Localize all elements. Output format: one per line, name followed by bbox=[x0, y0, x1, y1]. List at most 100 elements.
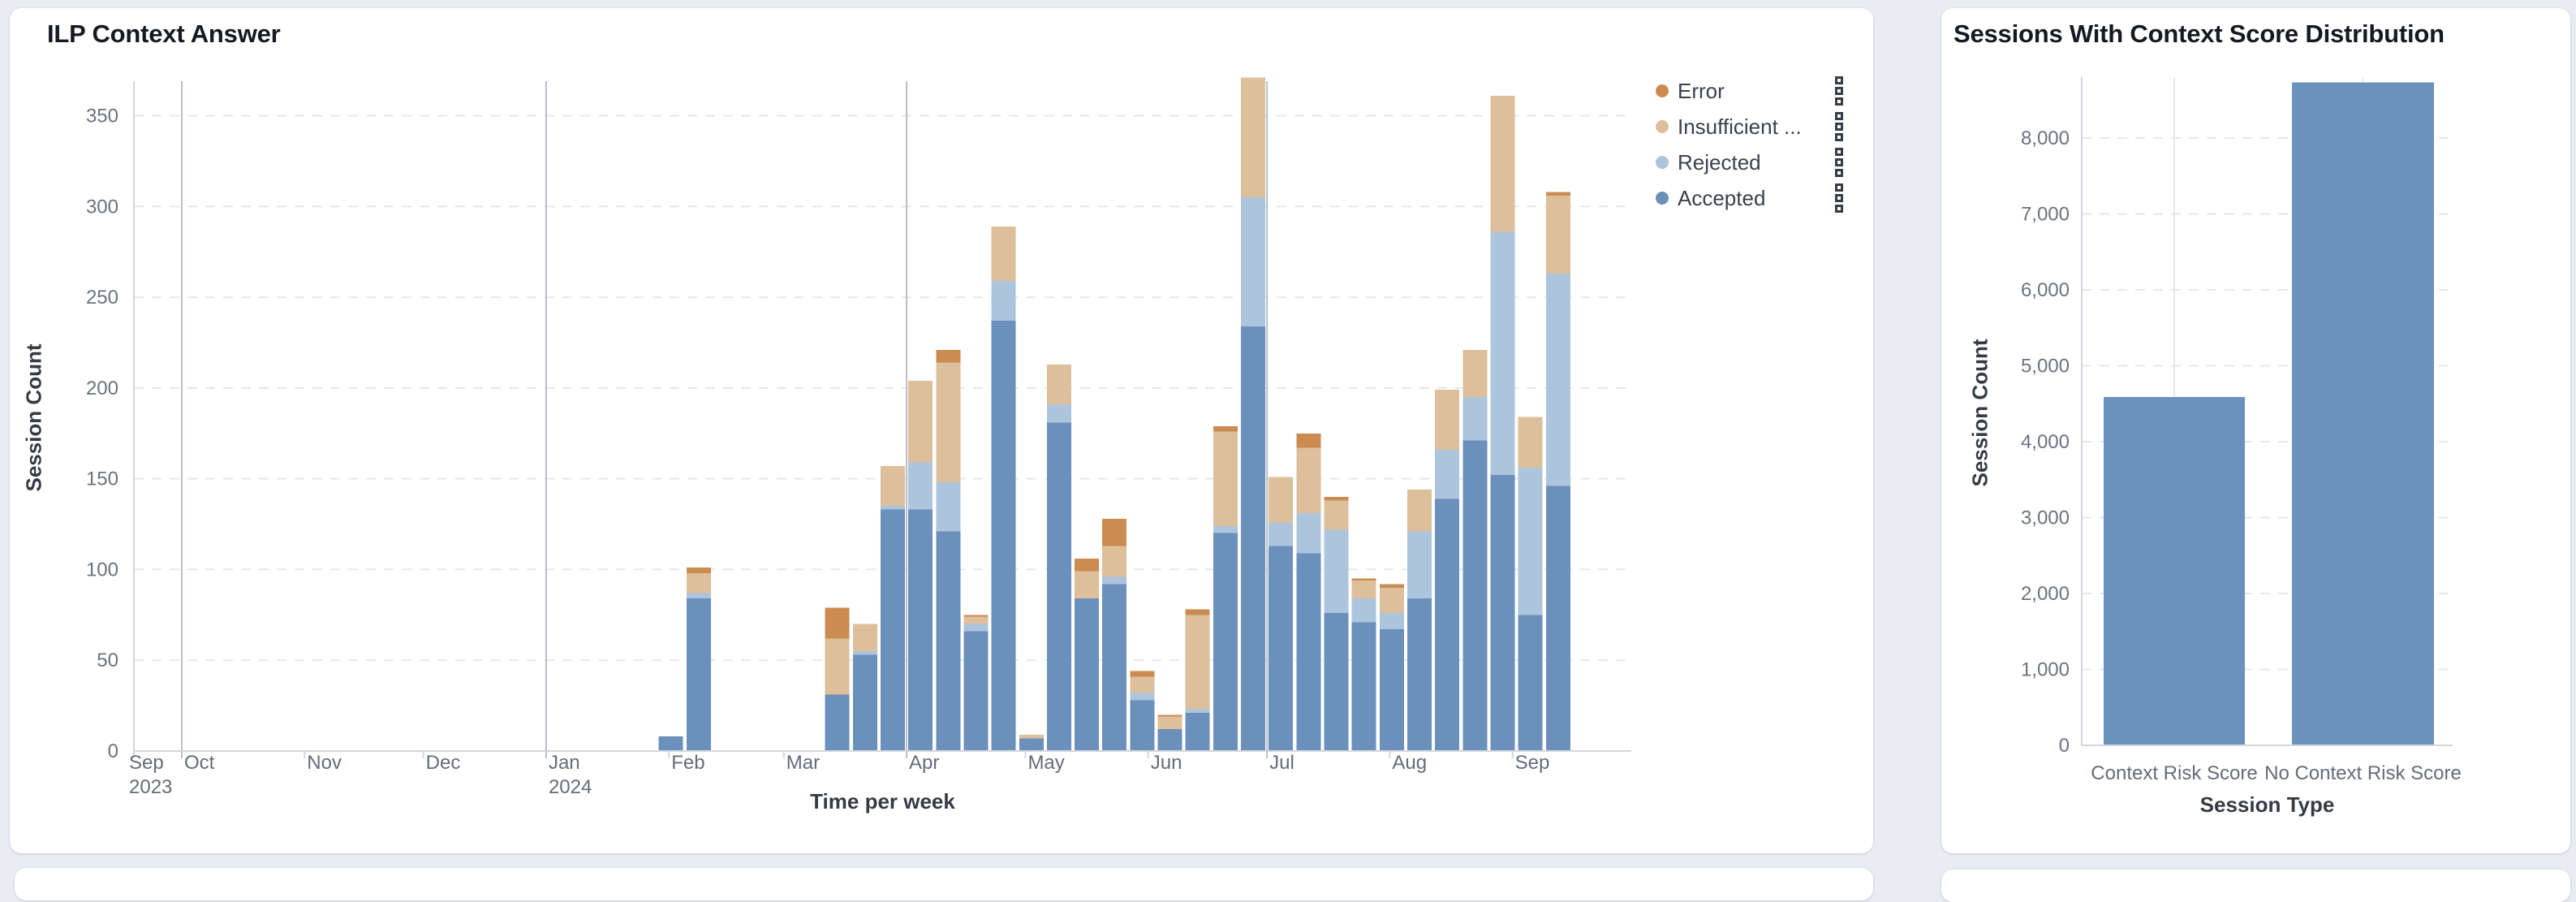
ilp-bar-segment-error[interactable] bbox=[1296, 433, 1321, 448]
ilp-bar-segment-accepted[interactable] bbox=[1185, 713, 1210, 751]
ilp-bar-segment-accepted[interactable] bbox=[1296, 553, 1321, 751]
ilp-bar-segment-accepted[interactable] bbox=[936, 531, 961, 752]
ilp-bar-segment-rejected[interactable] bbox=[1462, 397, 1488, 441]
ilp-bar-segment-insufficient[interactable] bbox=[1518, 416, 1543, 468]
ilp-bar-segment-accepted[interactable] bbox=[686, 598, 711, 751]
drag-handle-icon[interactable] bbox=[1833, 145, 1845, 180]
ilp-bar-segment-accepted[interactable] bbox=[963, 631, 989, 751]
ilp-bar-segment-rejected[interactable] bbox=[1545, 274, 1570, 486]
ilp-bar-segment-accepted[interactable] bbox=[1269, 546, 1294, 751]
ilp-bar-segment-error[interactable] bbox=[1324, 497, 1349, 501]
ilp-bar-segment-accepted[interactable] bbox=[1462, 440, 1488, 751]
ilp-bar-segment-rejected[interactable] bbox=[1518, 468, 1543, 615]
ilp-bar-segment-rejected[interactable] bbox=[936, 482, 961, 532]
ilp-bar-segment-rejected[interactable] bbox=[1379, 613, 1404, 630]
ilp-bar-segment-rejected[interactable] bbox=[881, 506, 905, 510]
ilp-bar-segment-accepted[interactable] bbox=[1490, 475, 1515, 751]
ilp-bar-segment-error[interactable] bbox=[1075, 559, 1100, 572]
ilp-bar-segment-insufficient[interactable] bbox=[936, 362, 961, 483]
ilp-bar-segment-accepted[interactable] bbox=[1407, 598, 1432, 751]
ilp-bar-segment-rejected[interactable] bbox=[908, 462, 933, 510]
ilp-bar-segment-insufficient[interactable] bbox=[1490, 95, 1515, 232]
dist-bar-context-risk-score[interactable] bbox=[2104, 396, 2245, 745]
ilp-bar-segment-error[interactable] bbox=[1545, 192, 1570, 196]
ilp-bar-segment-accepted[interactable] bbox=[1075, 598, 1100, 751]
ilp-bar-segment-insufficient[interactable] bbox=[908, 380, 933, 463]
ilp-bar-segment-rejected[interactable] bbox=[1102, 576, 1127, 585]
ilp-bar-segment-error[interactable] bbox=[936, 349, 961, 363]
legend-item-error[interactable]: Error bbox=[1656, 73, 1845, 109]
legend-item-rejected[interactable]: Rejected bbox=[1656, 145, 1845, 180]
ilp-bar-segment-rejected[interactable] bbox=[852, 651, 877, 655]
ilp-bar-segment-error[interactable] bbox=[1130, 671, 1155, 677]
ilp-bar-segment-insufficient[interactable] bbox=[991, 226, 1016, 281]
legend-item-insufficient[interactable]: Insufficient ... bbox=[1656, 109, 1845, 145]
ilp-bar-segment-insufficient[interactable] bbox=[1462, 349, 1488, 397]
ilp-bar-segment-insufficient[interactable] bbox=[1324, 500, 1349, 530]
ilp-bar-segment-insufficient[interactable] bbox=[1351, 580, 1376, 599]
ilp-bar-segment-error[interactable] bbox=[963, 615, 989, 617]
ilp-bar-segment-accepted[interactable] bbox=[1545, 486, 1570, 751]
ilp-bar-segment-insufficient[interactable] bbox=[1435, 390, 1460, 450]
ilp-bar-segment-accepted[interactable] bbox=[881, 509, 905, 751]
ilp-bar-segment-insufficient[interactable] bbox=[963, 616, 989, 624]
ilp-bar-segment-rejected[interactable] bbox=[1185, 709, 1210, 714]
ilp-bar-segment-rejected[interactable] bbox=[1351, 598, 1376, 623]
ilp-bar-segment-rejected[interactable] bbox=[1046, 404, 1071, 423]
ilp-bar-segment-rejected[interactable] bbox=[686, 593, 711, 599]
ilp-bar-segment-rejected[interactable] bbox=[1435, 449, 1460, 499]
ilp-bar-segment-insufficient[interactable] bbox=[1075, 571, 1100, 599]
ilp-bar-segment-accepted[interactable] bbox=[1379, 629, 1404, 751]
ilp-bar-segment-accepted[interactable] bbox=[991, 321, 1016, 752]
ilp-bar-segment-accepted[interactable] bbox=[908, 509, 933, 751]
ilp-bar-segment-error[interactable] bbox=[1157, 714, 1182, 717]
ilp-bar-segment-insufficient[interactable] bbox=[1545, 195, 1570, 274]
ilp-bar-segment-accepted[interactable] bbox=[1130, 700, 1155, 751]
ilp-bar-segment-accepted[interactable] bbox=[1102, 584, 1127, 751]
ilp-bar-segment-insufficient[interactable] bbox=[1157, 716, 1182, 730]
ilp-bar-segment-insufficient[interactable] bbox=[881, 466, 905, 507]
drag-handle-icon[interactable] bbox=[1833, 180, 1845, 216]
ilp-bar-segment-error[interactable] bbox=[686, 568, 711, 573]
ilp-bar-segment-insufficient[interactable] bbox=[1046, 364, 1071, 404]
ilp-bar-segment-rejected[interactable] bbox=[1296, 513, 1321, 554]
ilp-bar-segment-rejected[interactable] bbox=[991, 280, 1016, 322]
drag-handle-icon[interactable] bbox=[1833, 73, 1845, 109]
ilp-bar-segment-accepted[interactable] bbox=[852, 654, 877, 752]
ilp-bar-segment-insufficient[interactable] bbox=[1185, 615, 1210, 710]
ilp-bar-segment-insufficient[interactable] bbox=[1102, 546, 1127, 577]
ilp-bar-segment-error[interactable] bbox=[825, 607, 850, 639]
ilp-bar-segment-insufficient[interactable] bbox=[852, 624, 877, 652]
ilp-bar-segment-insufficient[interactable] bbox=[1269, 477, 1294, 523]
ilp-bar-segment-insufficient[interactable] bbox=[1130, 676, 1155, 693]
drag-handle-icon[interactable] bbox=[1833, 109, 1845, 145]
dist-bar-no-context-risk-score[interactable] bbox=[2292, 82, 2434, 745]
ilp-bar-segment-accepted[interactable] bbox=[1351, 622, 1376, 751]
ilp-bar-segment-accepted[interactable] bbox=[1518, 615, 1543, 751]
ilp-bar-segment-insufficient[interactable] bbox=[686, 572, 711, 593]
ilp-bar-segment-rejected[interactable] bbox=[963, 624, 989, 632]
ilp-bar-segment-error[interactable] bbox=[1185, 609, 1210, 615]
ilp-bar-segment-accepted[interactable] bbox=[1435, 498, 1460, 751]
legend-item-accepted[interactable]: Accepted bbox=[1656, 180, 1845, 216]
ilp-bar-segment-accepted[interactable] bbox=[1241, 326, 1265, 751]
ilp-bar-segment-accepted[interactable] bbox=[1213, 533, 1238, 751]
ilp-bar-segment-rejected[interactable] bbox=[1269, 522, 1294, 546]
ilp-bar-segment-accepted[interactable] bbox=[1019, 738, 1044, 752]
ilp-bar-segment-insufficient[interactable] bbox=[1019, 734, 1044, 739]
ilp-bar-segment-insufficient[interactable] bbox=[825, 638, 850, 695]
ilp-bar-segment-rejected[interactable] bbox=[1490, 231, 1515, 476]
ilp-bar-segment-insufficient[interactable] bbox=[1407, 490, 1432, 532]
ilp-bar-segment-rejected[interactable] bbox=[1213, 525, 1238, 533]
ilp-bar-segment-insufficient[interactable] bbox=[1241, 77, 1265, 198]
ilp-bar-segment-rejected[interactable] bbox=[1324, 529, 1349, 613]
ilp-bar-segment-insufficient[interactable] bbox=[1296, 447, 1321, 514]
ilp-bar-segment-accepted[interactable] bbox=[658, 736, 683, 751]
ilp-bar-segment-error[interactable] bbox=[1379, 584, 1404, 588]
ilp-bar-segment-insufficient[interactable] bbox=[1213, 431, 1238, 526]
ilp-bar-segment-accepted[interactable] bbox=[1046, 422, 1071, 751]
ilp-bar-segment-accepted[interactable] bbox=[825, 694, 850, 751]
distribution-bar-chart[interactable]: 0 1,000 2,000 3,000 4,000 5,000 6,000 7,000 8,00… bbox=[1941, 8, 2570, 853]
ilp-bar-segment-accepted[interactable] bbox=[1324, 613, 1349, 751]
